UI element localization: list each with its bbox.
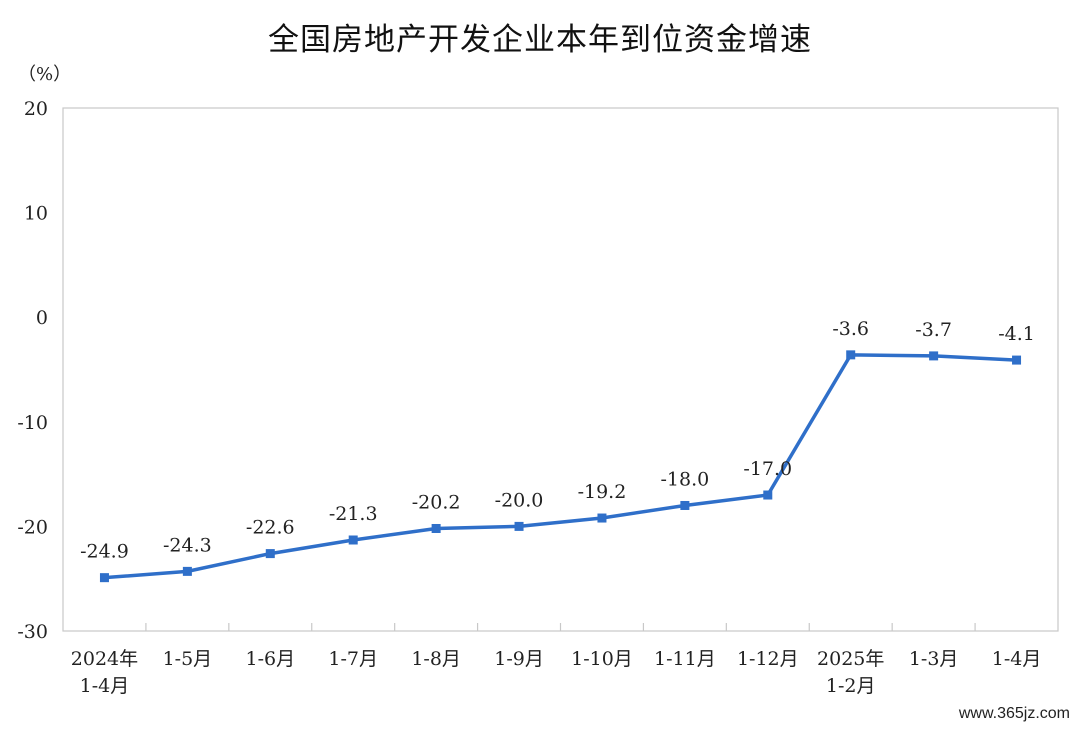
data-point — [514, 521, 524, 531]
x-tick-label: 2024年 — [71, 648, 138, 670]
y-tick-label: -30 — [17, 621, 48, 643]
x-tick-label: 1-2月 — [826, 675, 876, 697]
data-label: -17.0 — [743, 458, 792, 480]
data-point — [265, 549, 275, 559]
x-tick-label: 1-5月 — [163, 648, 213, 670]
y-tick-label: 10 — [24, 203, 48, 225]
data-label: -4.1 — [998, 323, 1035, 345]
data-label: -21.3 — [329, 503, 378, 525]
series-line — [104, 353, 1017, 580]
x-tick-label: 1-12月 — [737, 648, 799, 670]
y-tick-label: -20 — [17, 516, 48, 538]
data-point — [846, 350, 856, 360]
data-label: -18.0 — [661, 468, 710, 490]
watermark: www.365jz.com — [958, 705, 1070, 722]
x-tick-label: 1-4月 — [992, 648, 1042, 670]
data-point — [431, 523, 441, 533]
data-label: -3.7 — [915, 319, 952, 341]
data-point — [680, 500, 690, 510]
data-label: -3.6 — [832, 318, 869, 340]
x-tick-label: 2025年 — [817, 648, 884, 670]
data-label: -24.3 — [163, 534, 212, 556]
x-tick-label: 1-4月 — [80, 675, 130, 697]
y-axis-unit: （%） — [18, 64, 71, 85]
chart-title: 全国房地产开发企业本年到位资金增速 — [268, 22, 812, 58]
data-label: -24.9 — [80, 541, 129, 563]
data-point — [763, 490, 773, 500]
data-point — [929, 351, 939, 361]
data-point — [99, 573, 109, 583]
x-tick-label: 1-3月 — [909, 648, 959, 670]
x-tick-label: 1-6月 — [245, 648, 295, 670]
x-tick-label: 1-11月 — [654, 648, 716, 670]
x-tick-label: 1-9月 — [494, 648, 544, 670]
x-tick-label: 1-8月 — [411, 648, 461, 670]
plot-area — [62, 107, 1059, 632]
data-point — [597, 513, 607, 523]
x-tick-label: 1-10月 — [571, 648, 633, 670]
data-point — [1012, 355, 1022, 365]
data-label: -19.2 — [578, 481, 627, 503]
data-point — [348, 535, 358, 545]
y-tick-label: 20 — [24, 98, 48, 120]
y-tick-label: -10 — [17, 412, 48, 434]
x-tick-label: 1-7月 — [328, 648, 378, 670]
y-tick-label: 0 — [36, 307, 48, 329]
data-point — [182, 566, 192, 576]
data-label: -20.0 — [495, 489, 544, 511]
data-label: -22.6 — [246, 517, 295, 539]
data-label: -20.2 — [412, 491, 461, 513]
